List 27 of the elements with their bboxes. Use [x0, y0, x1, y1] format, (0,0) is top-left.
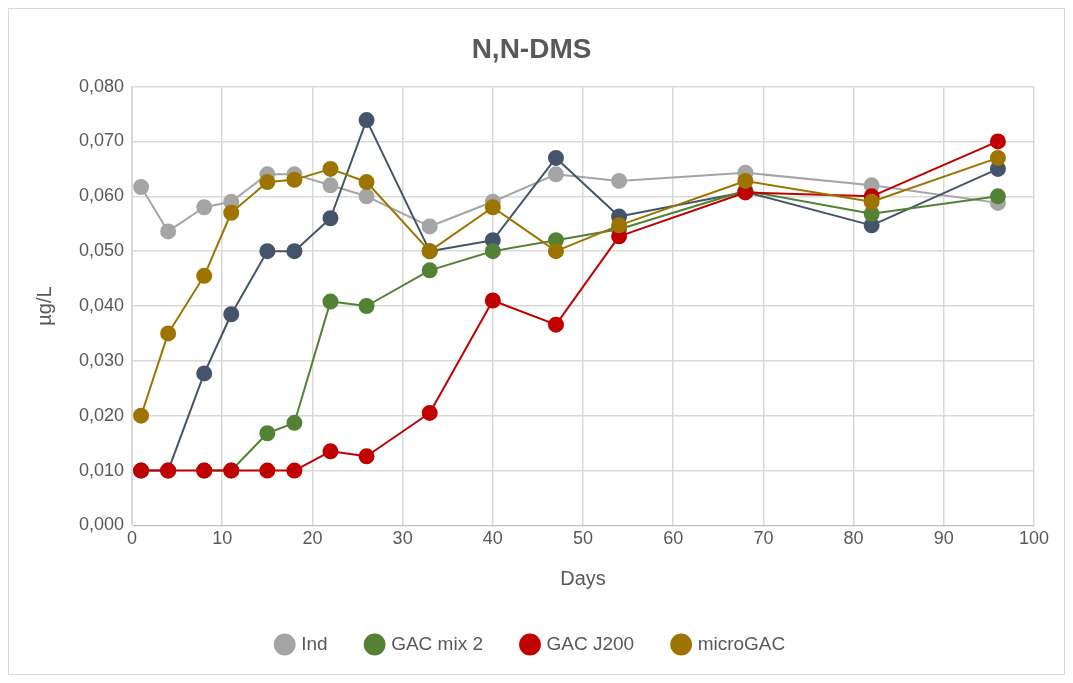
y-tick-label: 0,000: [79, 514, 125, 535]
y-tick-label: 0,070: [79, 130, 125, 151]
x-tick-label: 60: [663, 528, 684, 549]
x-tick-label: 100: [1018, 528, 1050, 549]
y-tick-label: 0,060: [79, 185, 125, 206]
y-axis-title: µg/L: [32, 286, 55, 326]
x-axis-title: Days: [560, 566, 606, 589]
y-tick-label: 0,040: [79, 294, 125, 315]
x-tick-label: 20: [302, 528, 323, 549]
legend-label: microGAC: [697, 632, 786, 654]
x-tick-label: 90: [933, 528, 954, 549]
legend-label: GAC J200: [546, 632, 635, 654]
legend-label: Ind: [301, 632, 328, 654]
x-tick-label: 30: [392, 528, 413, 549]
x-tick-label: 0: [127, 528, 138, 549]
x-tick-label: 10: [212, 528, 233, 549]
legend-label: GAC mix 2: [391, 632, 484, 654]
x-tick-label: 70: [753, 528, 774, 549]
y-tick-label: 0,010: [79, 459, 125, 480]
y-tick-label: 0,050: [79, 240, 125, 261]
y-tick-label: 0,030: [79, 349, 125, 370]
x-tick-label: 80: [843, 528, 864, 549]
x-tick-label: 40: [482, 528, 503, 549]
x-tick-label: 50: [573, 528, 594, 549]
y-tick-label: 0,080: [79, 75, 125, 96]
y-tick-label: 0,020: [79, 404, 125, 425]
chart-title: N,N-DMS: [471, 32, 592, 64]
